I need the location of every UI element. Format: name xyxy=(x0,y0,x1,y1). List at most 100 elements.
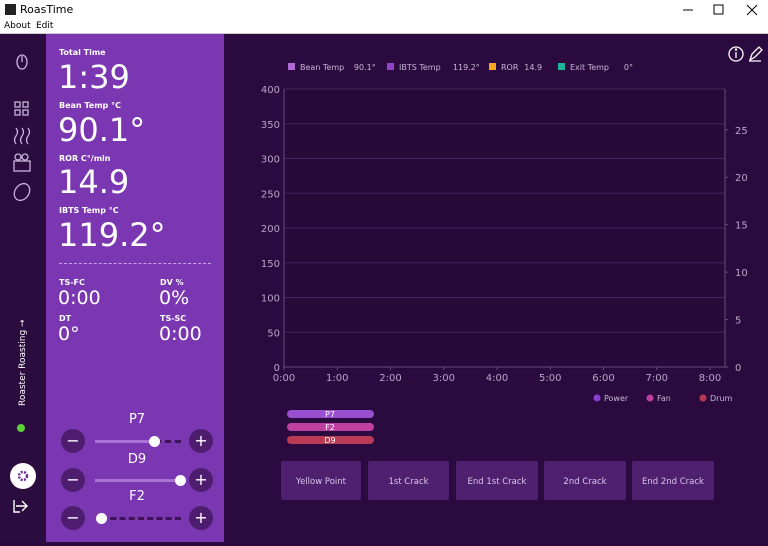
legend-name: IBTS Temp xyxy=(399,63,441,72)
y-tick-label: 250 xyxy=(261,189,280,200)
control-label: D9 xyxy=(127,452,147,467)
legend-name: Exit Temp xyxy=(570,63,609,72)
minus-button[interactable]: − xyxy=(61,468,85,492)
legend-value: 0° xyxy=(624,63,633,72)
readout-label: ROR C°/min xyxy=(59,154,111,163)
stat-value: 0:00 xyxy=(159,323,202,345)
y2-tick-label: 5 xyxy=(735,316,741,327)
event-button[interactable]: Yellow Point xyxy=(281,461,361,500)
app-icon xyxy=(5,4,16,15)
stat-value: 0:00 xyxy=(58,287,101,309)
slider-rest xyxy=(155,440,181,443)
y2-tick-label: 15 xyxy=(735,221,748,232)
plot-area xyxy=(284,89,725,369)
chart: 0 50 100 150 200 250 300 350 400 0 5 10 15 20 25 0:00 1:… xyxy=(224,34,768,542)
window-title: RoasTime xyxy=(20,3,74,16)
legend-name: Bean Temp xyxy=(300,63,344,72)
minus-button[interactable]: − xyxy=(61,506,85,530)
logout-icon[interactable] xyxy=(13,500,28,513)
legend-name: Fan xyxy=(657,394,671,403)
timeline-bar xyxy=(287,423,374,431)
menu-item[interactable]: About xyxy=(4,21,31,31)
y2-tick-label: 10 xyxy=(735,268,748,279)
stat-label: TS-SC xyxy=(160,314,187,323)
timeline-label: D9 xyxy=(324,436,335,445)
event-button[interactable]: End 1st Crack xyxy=(456,461,538,500)
slider-knob[interactable] xyxy=(175,475,186,486)
event-button-label: End 2nd Crack xyxy=(642,477,704,487)
legend-name: Power xyxy=(604,394,629,403)
y-tick-label: 350 xyxy=(261,120,280,131)
legend-dot xyxy=(699,394,707,402)
timeline-bar xyxy=(287,436,374,444)
plus-button[interactable]: + xyxy=(189,429,213,453)
stat-value: 0% xyxy=(159,287,190,309)
event-button-bg xyxy=(632,461,714,500)
legend-value: 119.2° xyxy=(453,63,480,72)
settings-button[interactable] xyxy=(10,463,36,489)
y-tick-label: 50 xyxy=(267,328,280,339)
legend-name: Drum xyxy=(710,394,733,403)
status-dot xyxy=(17,424,25,432)
menu-item[interactable]: Edit xyxy=(36,21,54,31)
x-tick-label: 3:00 xyxy=(433,373,455,384)
control-label: F2 xyxy=(129,489,145,504)
readout-panel: Total Time 1:39 Bean Temp °C 90.1° ROR C… xyxy=(46,34,224,542)
event-button-bg xyxy=(456,461,538,500)
x-tick-label: 6:00 xyxy=(592,373,614,384)
roaster-status[interactable]: Roaster Roasting → xyxy=(18,319,28,406)
stat-label: DT xyxy=(59,314,72,323)
readout-value: 1:39 xyxy=(58,58,130,96)
y2-tick-label: 0 xyxy=(735,363,741,374)
rail-icons: Roaster Roasting → xyxy=(10,54,36,513)
y-tick-label: 100 xyxy=(261,294,280,305)
y-tick-label: 200 xyxy=(261,224,280,235)
legend-value: 90.1° xyxy=(354,63,376,72)
menu-bar: About Edit xyxy=(0,20,768,34)
event-button[interactable]: End 2nd Crack xyxy=(632,461,714,500)
event-button[interactable]: 1st Crack xyxy=(368,461,449,500)
divider xyxy=(59,263,211,264)
event-button-label: 1st Crack xyxy=(388,477,428,487)
y-tick-label: 0 xyxy=(274,363,280,374)
slider-track xyxy=(95,440,155,443)
window-controls[interactable] xyxy=(680,3,765,17)
x-tick-label: 0:00 xyxy=(273,373,295,384)
title-bar: RoasTime xyxy=(0,0,768,20)
readout-label: Total Time xyxy=(59,48,106,57)
legend-swatch xyxy=(558,63,565,70)
event-button[interactable]: 2nd Crack xyxy=(544,461,626,500)
stat-label: DV % xyxy=(160,278,184,287)
legend-swatch xyxy=(288,63,295,70)
x-tick-label: 8:00 xyxy=(699,373,721,384)
timeline-label: F2 xyxy=(325,423,335,432)
plus-button[interactable]: + xyxy=(189,468,213,492)
minus-button[interactable]: − xyxy=(61,429,85,453)
x-tick-label: 1:00 xyxy=(326,373,348,384)
legend-swatch xyxy=(387,63,394,70)
event-button-bg xyxy=(368,461,449,500)
event-button-bg xyxy=(544,461,626,500)
icon-rail: Roaster Roasting → xyxy=(0,34,46,542)
toolbar-icons[interactable] xyxy=(728,46,763,62)
slider-track xyxy=(95,479,181,482)
y2-tick-label: 20 xyxy=(735,173,748,184)
readout-label: Bean Temp °C xyxy=(59,101,121,110)
plus-button[interactable]: + xyxy=(189,506,213,530)
event-button-label: Yellow Point xyxy=(295,477,347,487)
y-tick-label: 400 xyxy=(261,85,280,96)
slider-knob[interactable] xyxy=(96,513,107,524)
legend-dot xyxy=(593,394,601,402)
stat-label: TS-FC xyxy=(59,278,85,287)
readout-label: IBTS Temp °C xyxy=(59,206,119,215)
readout-value: 14.9 xyxy=(58,163,130,201)
stat-value: 0° xyxy=(58,323,80,345)
event-button-bg xyxy=(281,461,361,500)
control-label: P7 xyxy=(128,412,146,427)
y2-tick-label: 25 xyxy=(735,126,748,137)
legend-name: ROR xyxy=(501,63,519,72)
timeline-label: P7 xyxy=(325,410,335,419)
slider-knob[interactable] xyxy=(149,436,160,447)
readout-value: 119.2° xyxy=(58,216,166,254)
